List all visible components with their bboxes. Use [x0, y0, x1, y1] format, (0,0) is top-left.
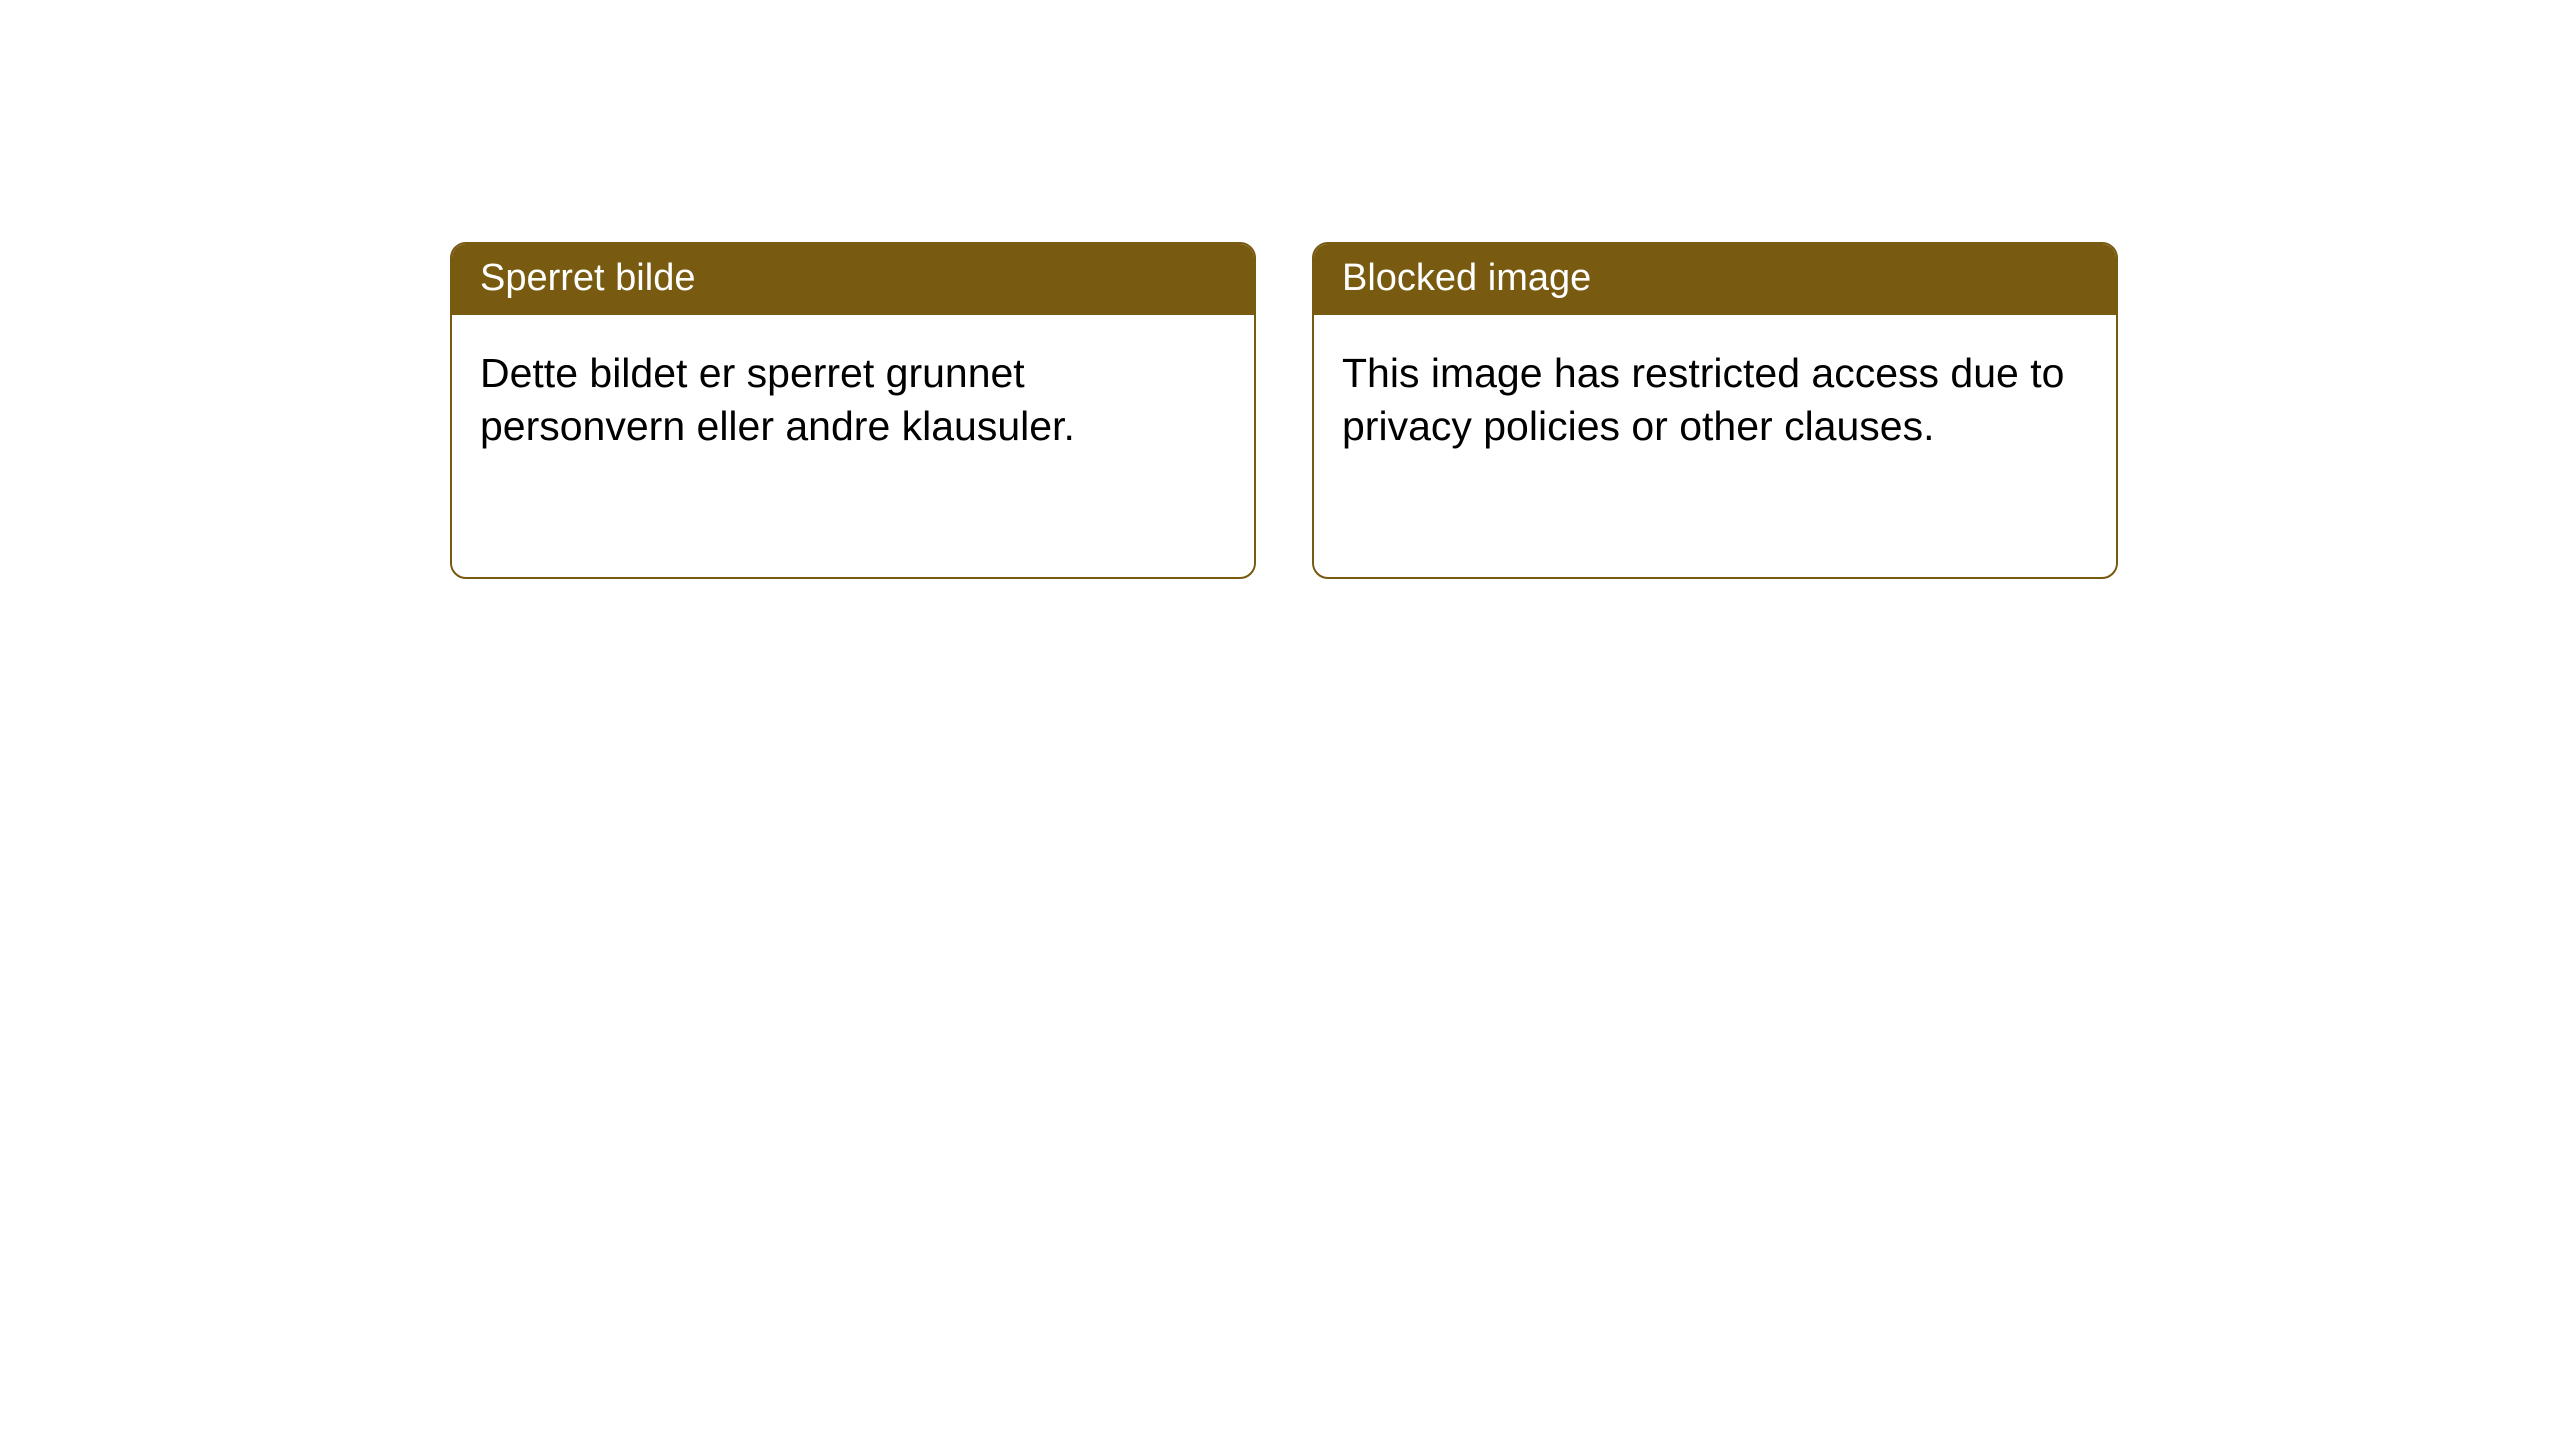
card-header-norwegian: Sperret bilde — [452, 244, 1254, 315]
card-body-text: This image has restricted access due to … — [1342, 350, 2064, 448]
cards-container: Sperret bilde Dette bildet er sperret gr… — [450, 242, 2118, 579]
card-body-norwegian: Dette bildet er sperret grunnet personve… — [452, 315, 1254, 484]
card-body-text: Dette bildet er sperret grunnet personve… — [480, 350, 1075, 448]
card-english: Blocked image This image has restricted … — [1312, 242, 2118, 579]
card-title: Sperret bilde — [480, 257, 695, 299]
card-title: Blocked image — [1342, 257, 1591, 299]
card-norwegian: Sperret bilde Dette bildet er sperret gr… — [450, 242, 1256, 579]
card-header-english: Blocked image — [1314, 244, 2116, 315]
card-body-english: This image has restricted access due to … — [1314, 315, 2116, 484]
